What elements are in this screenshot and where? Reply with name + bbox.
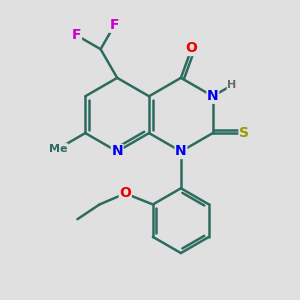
Text: H: H — [227, 80, 236, 90]
Text: Me: Me — [49, 144, 68, 154]
Text: N: N — [175, 145, 187, 158]
Text: N: N — [111, 145, 123, 158]
Text: N: N — [207, 89, 219, 103]
Text: F: F — [110, 18, 119, 32]
Text: O: O — [186, 41, 198, 56]
Text: O: O — [119, 186, 131, 200]
Text: S: S — [239, 126, 249, 140]
Text: F: F — [72, 28, 81, 42]
